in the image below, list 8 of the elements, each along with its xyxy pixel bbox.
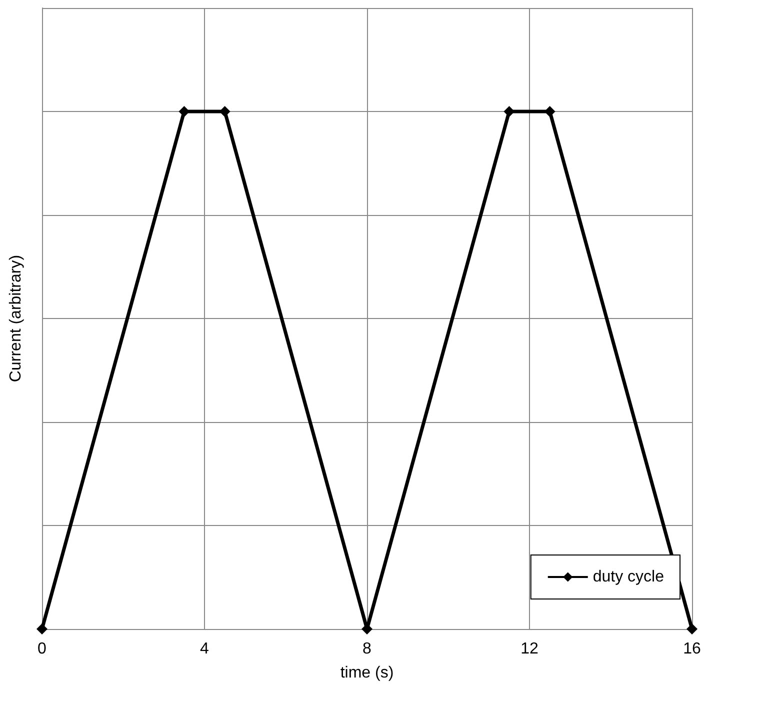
x-tick-label: 4 — [200, 640, 210, 658]
x-axis-title: time (s) — [340, 664, 394, 682]
y-axis-title: Current (arbitrary) — [8, 254, 24, 382]
legend-label: duty cycle — [592, 568, 664, 586]
x-tick-label: 16 — [683, 640, 701, 658]
x-tick-label: 8 — [362, 640, 372, 658]
x-tick-label: 0 — [38, 640, 47, 658]
x-tick-label: 12 — [520, 640, 538, 658]
